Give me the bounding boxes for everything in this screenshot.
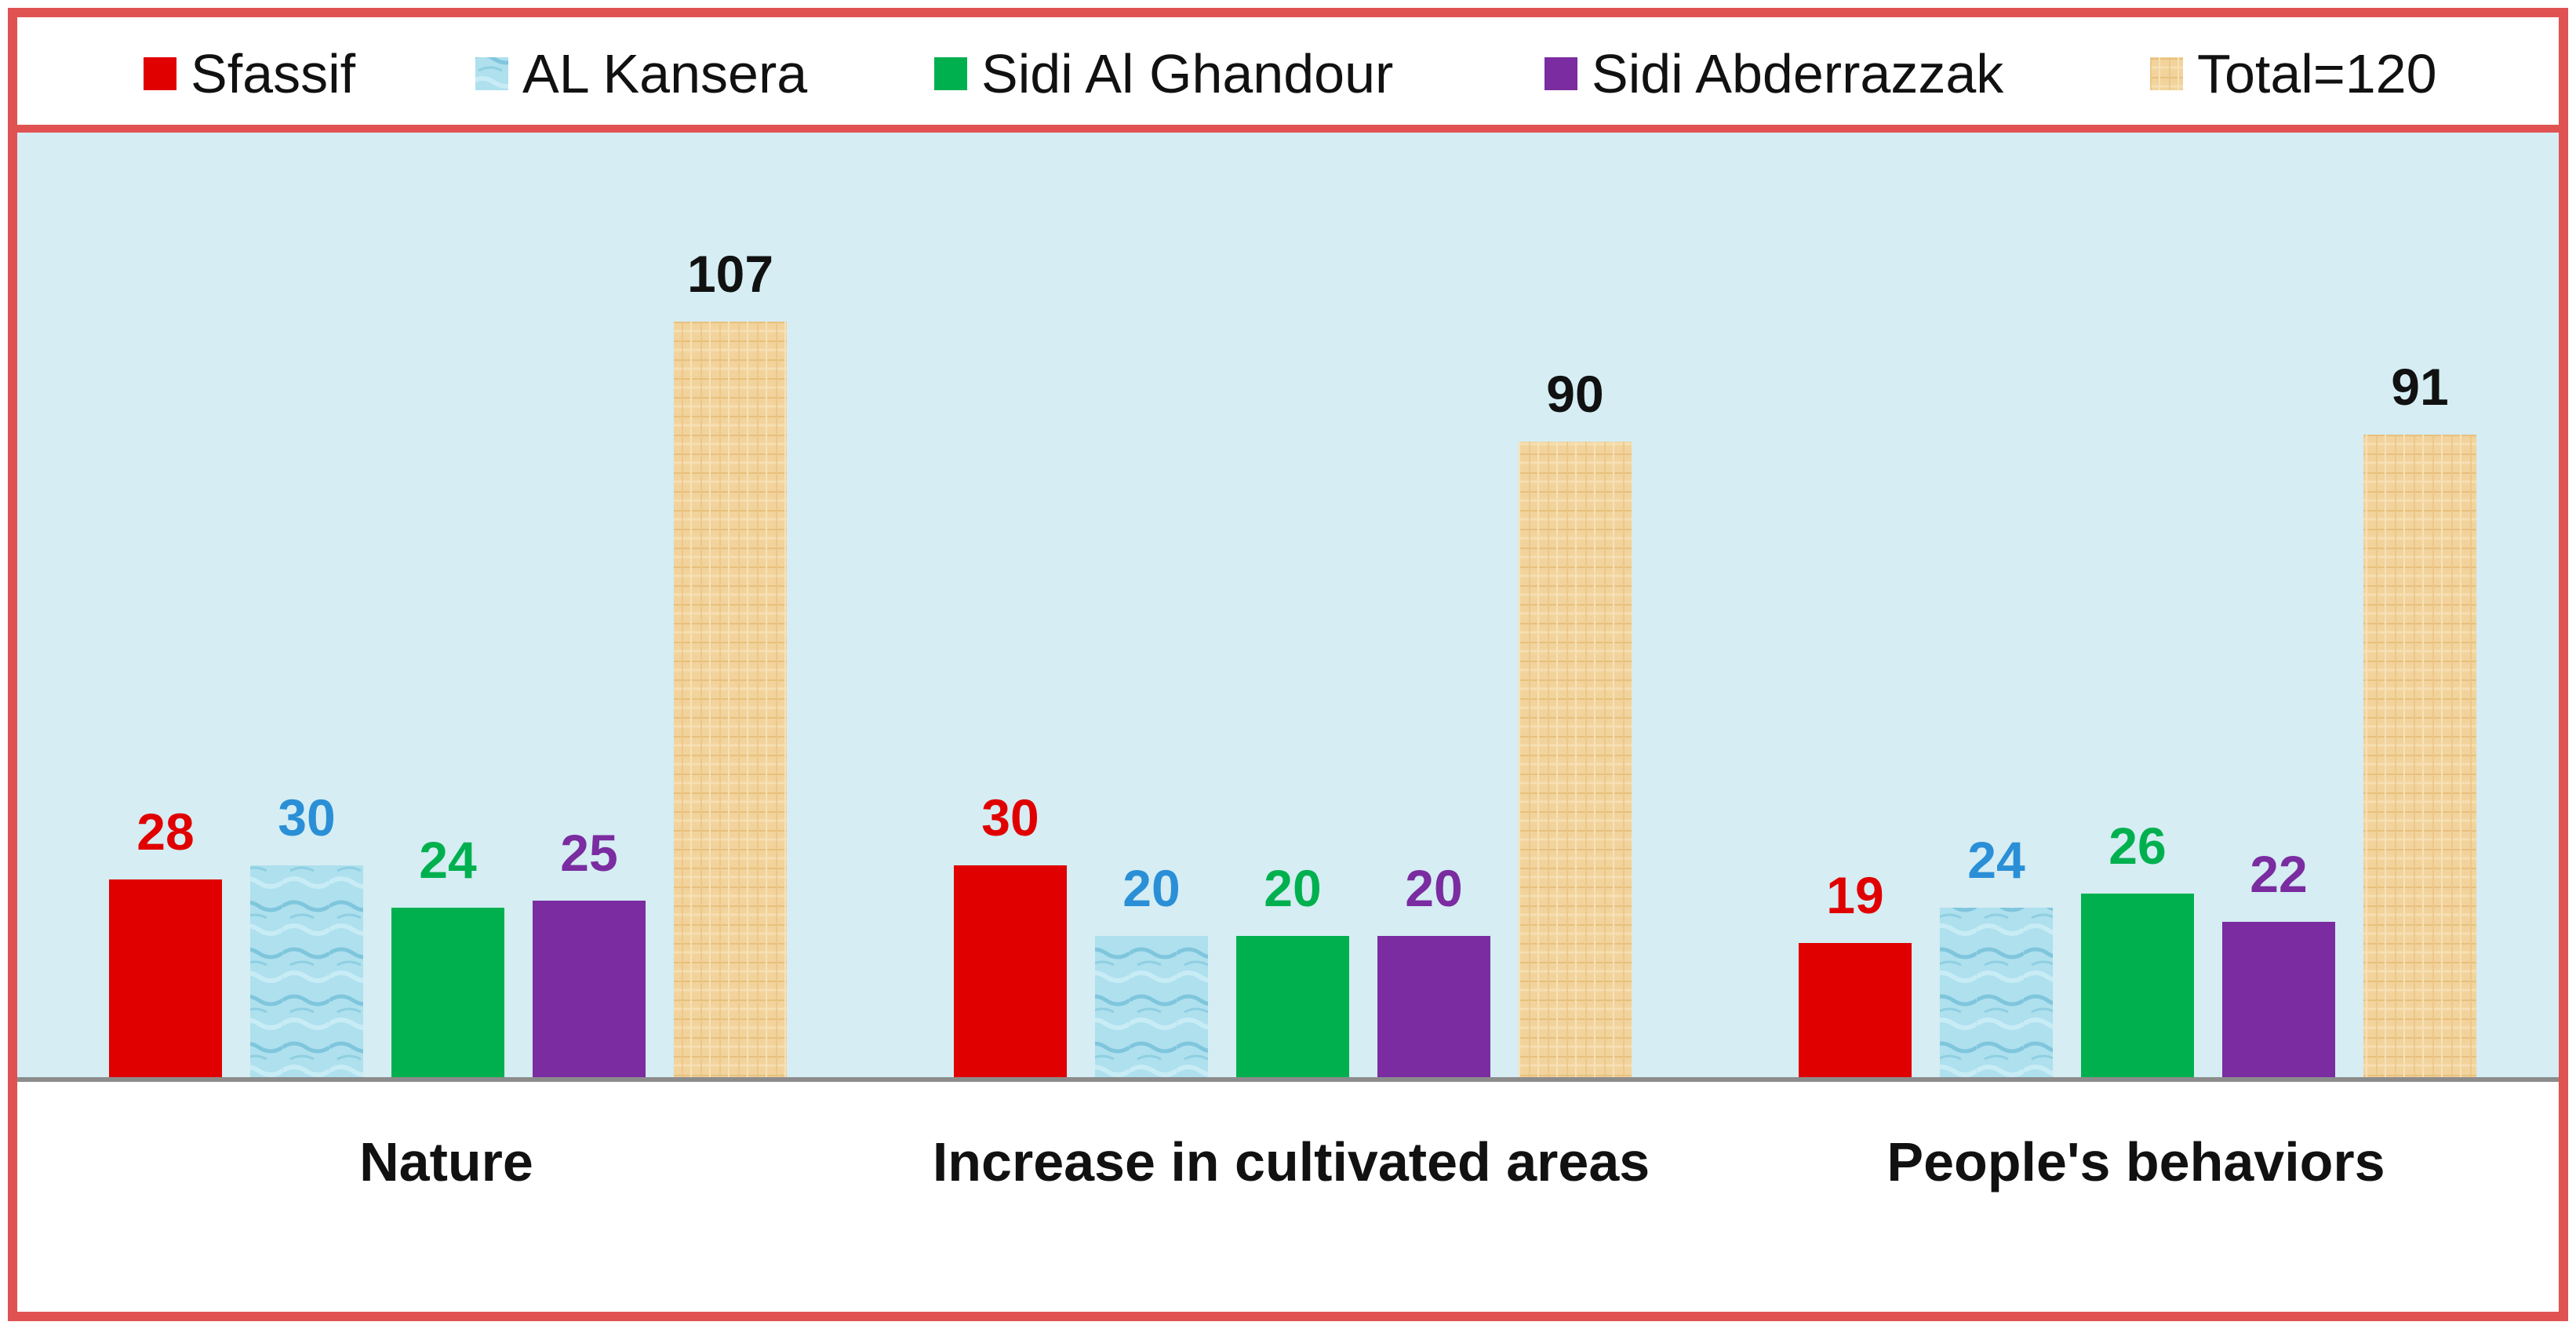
legend-label-al-kansera: AL Kansera bbox=[522, 43, 807, 104]
data-label-al-kansera-increase-in-cultivated-areas: 20 bbox=[1122, 859, 1180, 917]
legend-item-al-kansera: AL Kansera bbox=[475, 43, 807, 104]
legend-swatch-total-120 bbox=[2150, 57, 2183, 90]
category-label-people-s-behaviors: People's behaviors bbox=[1887, 1131, 2385, 1192]
data-label-sfassif-people-s-behaviors: 19 bbox=[1826, 866, 1883, 924]
legend-label-sfassif: Sfassif bbox=[191, 43, 356, 104]
bar-al-kansera-increase-in-cultivated-areas bbox=[1095, 936, 1208, 1077]
legend-label-total-120: Total=120 bbox=[2197, 43, 2437, 104]
bar-sfassif-increase-in-cultivated-areas bbox=[954, 865, 1067, 1077]
data-label-al-kansera-nature: 30 bbox=[278, 788, 335, 847]
legend-swatch-al-kansera bbox=[475, 57, 508, 90]
data-label-sfassif-nature: 28 bbox=[136, 803, 194, 861]
legend-item-sidi-abderrazzak: Sidi Abderrazzak bbox=[1545, 43, 2004, 104]
bar-sidi-abderrazzak-people-s-behaviors bbox=[2222, 922, 2335, 1077]
data-label-sidi-abderrazzak-nature: 25 bbox=[560, 824, 617, 882]
bar-sfassif-people-s-behaviors bbox=[1799, 943, 1912, 1077]
category-label-increase-in-cultivated-areas: Increase in cultivated areas bbox=[933, 1131, 1650, 1192]
legend-swatch-sidi-abderrazzak bbox=[1545, 57, 1577, 90]
legend: Sfassif AL Kansera Sidi Al Ghandour Sidi Ab… bbox=[144, 43, 2437, 104]
data-label-sidi-al-ghandour-nature: 24 bbox=[419, 831, 477, 889]
category-labels: Nature Increase in cultivated areas People… bbox=[359, 1131, 2385, 1192]
data-label-sfassif-increase-in-cultivated-areas: 30 bbox=[981, 788, 1039, 847]
data-label-sidi-al-ghandour-people-s-behaviors: 26 bbox=[2108, 817, 2166, 875]
legend-label-sidi-al-ghandour: Sidi Al Ghandour bbox=[981, 43, 1393, 104]
legend-item-sidi-al-ghandour: Sidi Al Ghandour bbox=[934, 43, 1393, 104]
data-label-total-120-increase-in-cultivated-areas: 90 bbox=[1546, 365, 1603, 423]
data-label-sidi-abderrazzak-people-s-behaviors: 22 bbox=[2250, 845, 2307, 903]
legend-item-sfassif: Sfassif bbox=[144, 43, 356, 104]
bar-group-people-s-behaviors: 19 24 26 22 91 bbox=[1799, 358, 2476, 1077]
bar-al-kansera-nature bbox=[250, 865, 363, 1077]
bar-group-nature: 28 30 24 25 107 bbox=[109, 245, 787, 1077]
bar-group-increase-in-cultivated-areas: 30 20 20 20 90 bbox=[954, 365, 1632, 1077]
legend-area bbox=[17, 17, 2559, 127]
bar-al-kansera-people-s-behaviors bbox=[1940, 908, 2053, 1077]
data-label-total-120-people-s-behaviors: 91 bbox=[2391, 358, 2448, 416]
category-label-nature: Nature bbox=[359, 1131, 533, 1192]
legend-swatch-sidi-al-ghandour bbox=[934, 57, 967, 90]
data-label-sidi-abderrazzak-increase-in-cultivated-areas: 20 bbox=[1405, 859, 1462, 917]
data-label-al-kansera-people-s-behaviors: 24 bbox=[1967, 831, 2025, 889]
bars: 28 30 24 25 107 30 20 20 20 90 19 24 26 22 91 bbox=[109, 245, 2476, 1077]
bar-total-120-people-s-behaviors bbox=[2363, 435, 2476, 1077]
bar-sfassif-nature bbox=[109, 879, 222, 1077]
bar-sidi-abderrazzak-increase-in-cultivated-areas bbox=[1377, 936, 1490, 1077]
bar-sidi-al-ghandour-people-s-behaviors bbox=[2081, 894, 2194, 1077]
bar-total-120-increase-in-cultivated-areas bbox=[1519, 442, 1632, 1077]
bar-sidi-abderrazzak-nature bbox=[533, 901, 646, 1077]
legend-label-sidi-abderrazzak: Sidi Abderrazzak bbox=[1592, 43, 2004, 104]
data-label-sidi-al-ghandour-increase-in-cultivated-areas: 20 bbox=[1264, 859, 1321, 917]
bar-sidi-al-ghandour-nature bbox=[391, 908, 504, 1077]
data-label-total-120-nature: 107 bbox=[687, 245, 773, 303]
bar-sidi-al-ghandour-increase-in-cultivated-areas bbox=[1236, 936, 1349, 1077]
legend-item-total-120: Total=120 bbox=[2150, 43, 2437, 104]
bar-total-120-nature bbox=[674, 322, 787, 1077]
legend-swatch-sfassif bbox=[144, 57, 176, 90]
